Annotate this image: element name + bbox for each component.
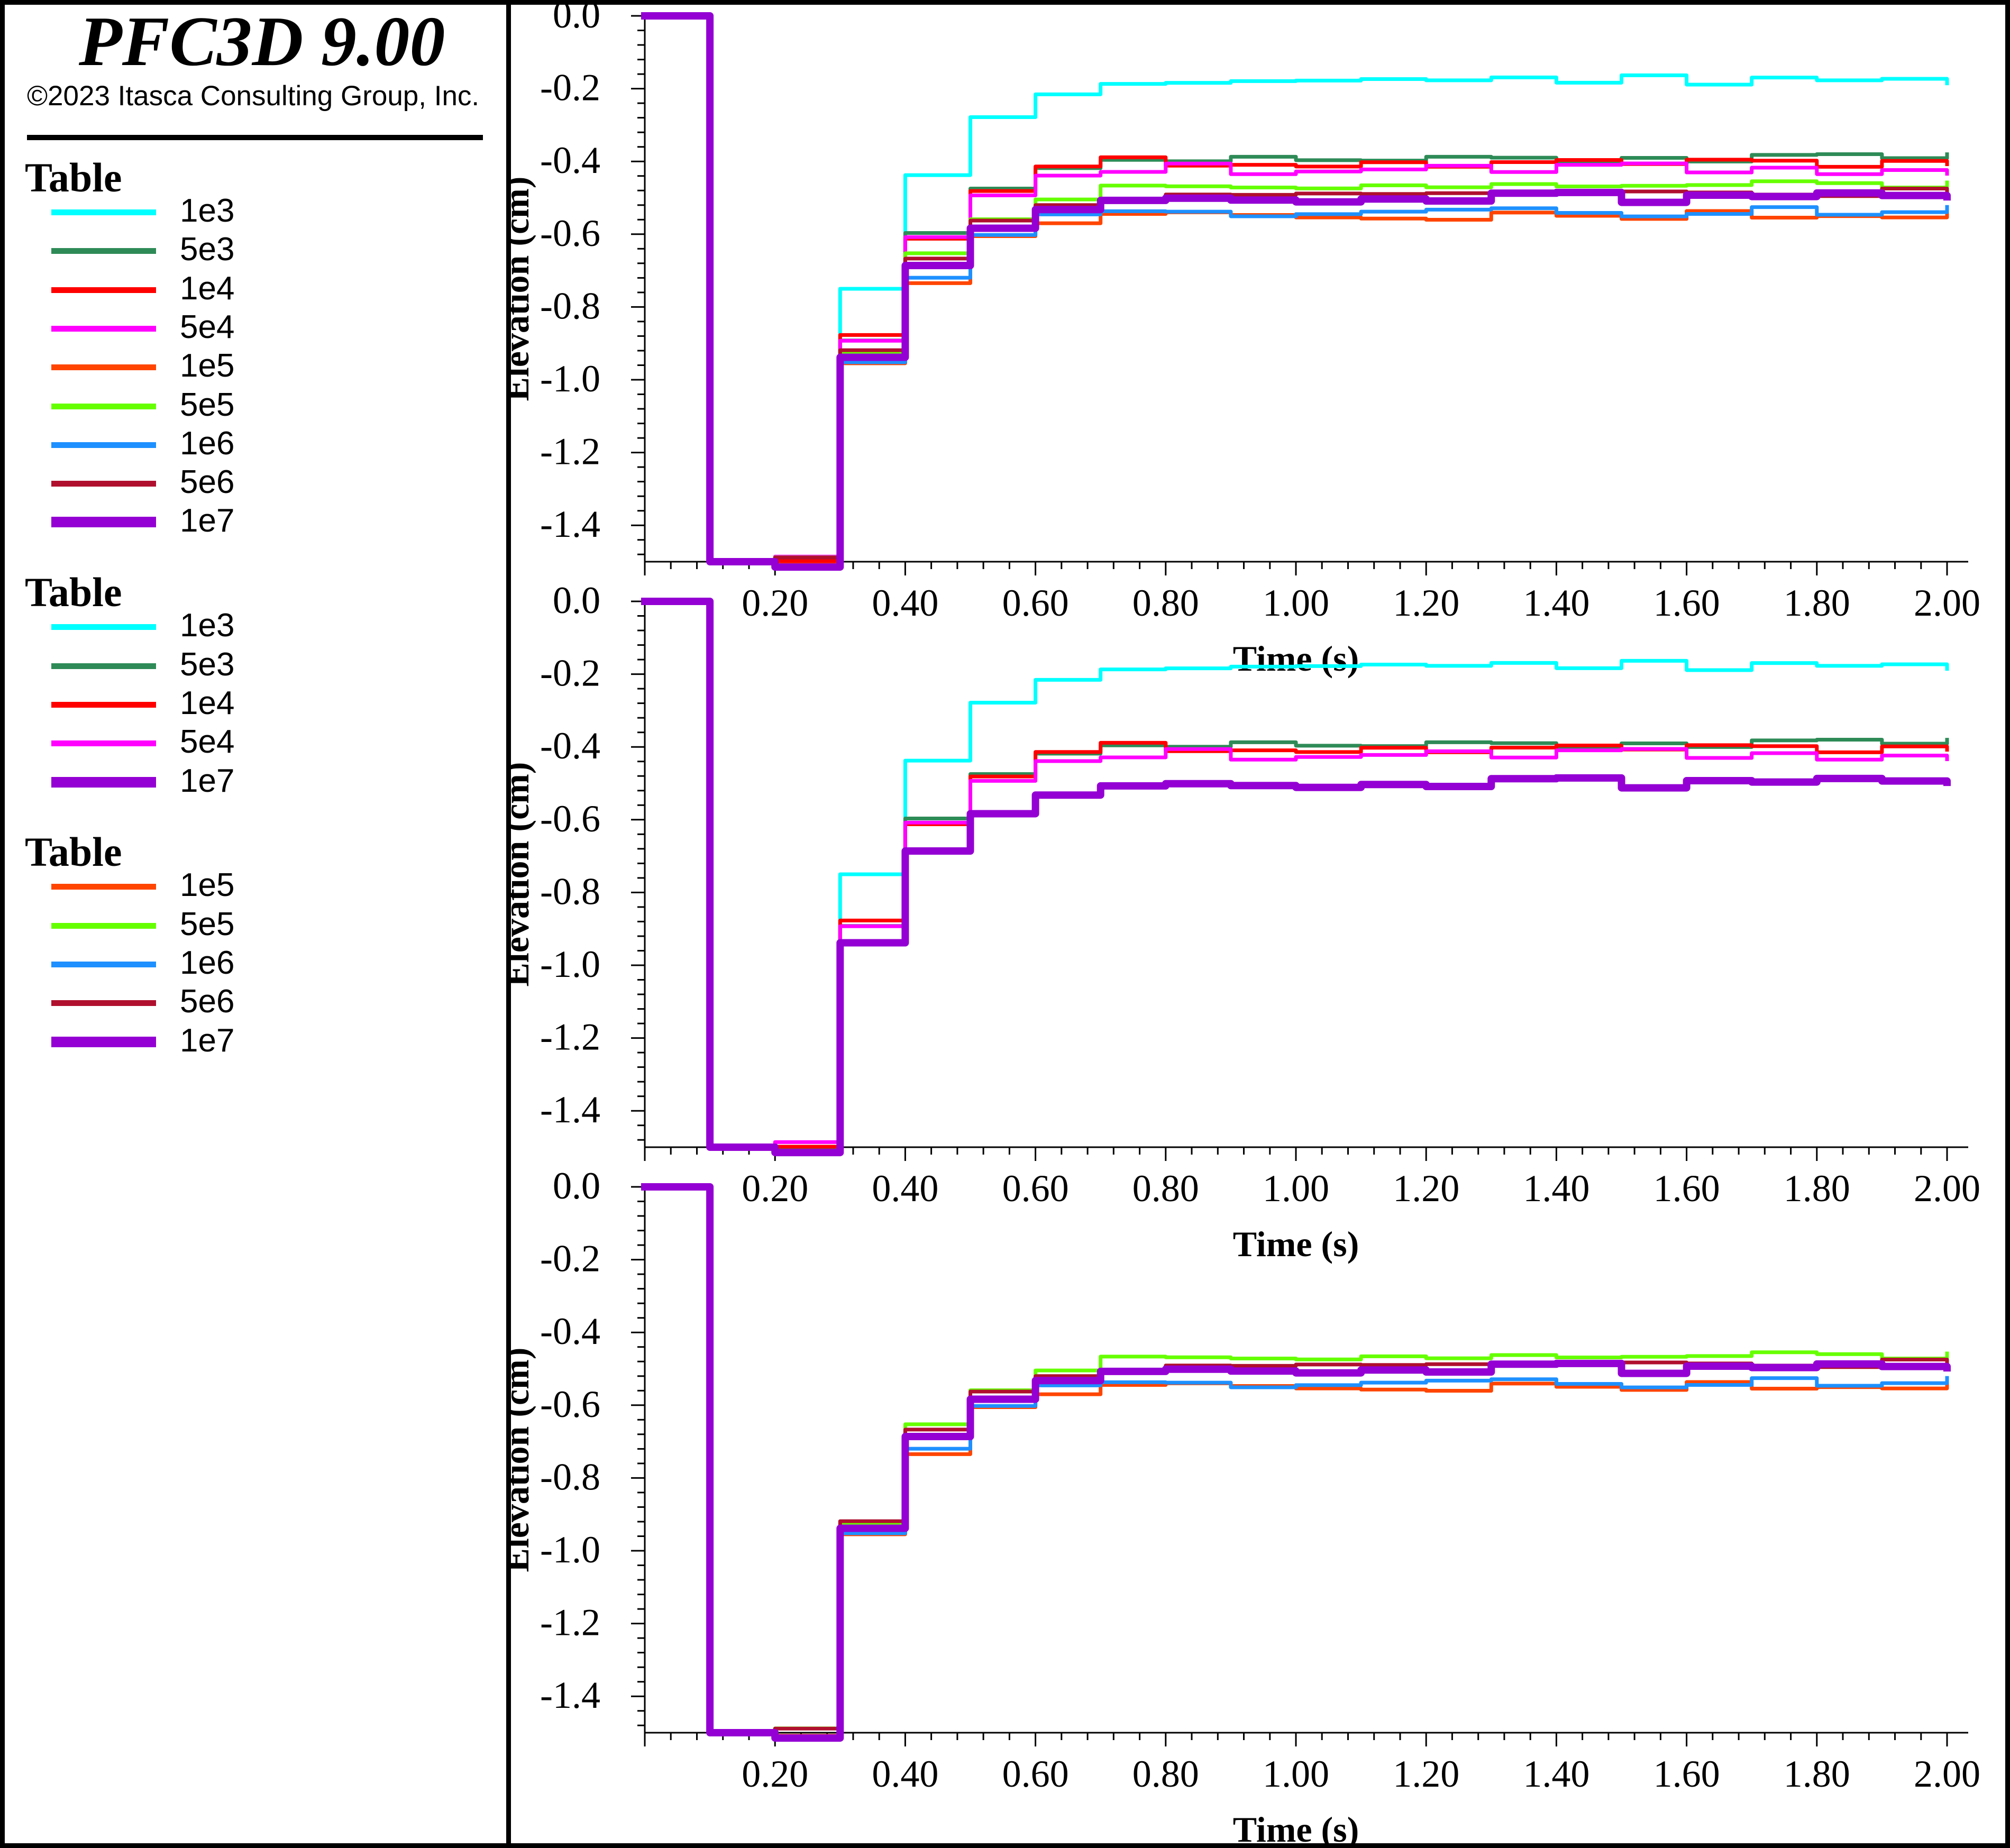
svg-text:1.40: 1.40	[1523, 1753, 1589, 1795]
svg-text:-0.2: -0.2	[540, 652, 600, 694]
svg-text:1.20: 1.20	[1393, 1753, 1459, 1795]
svg-text:-0.6: -0.6	[540, 212, 600, 254]
svg-text:-1.2: -1.2	[540, 1016, 600, 1058]
svg-text:-0.4: -0.4	[540, 139, 600, 181]
svg-text:Elevation (cm): Elevation (cm)	[511, 177, 536, 401]
svg-text:0.0: 0.0	[553, 579, 600, 621]
svg-text:0.20: 0.20	[742, 1753, 808, 1795]
svg-text:1.00: 1.00	[1263, 1753, 1329, 1795]
svg-text:1.80: 1.80	[1784, 1753, 1850, 1795]
svg-text:0.80: 0.80	[1132, 1753, 1199, 1795]
svg-text:0.0: 0.0	[553, 1165, 600, 1207]
svg-text:-0.4: -0.4	[540, 725, 600, 767]
svg-text:-0.2: -0.2	[540, 67, 600, 109]
svg-text:-0.6: -0.6	[540, 1383, 600, 1425]
svg-text:-1.4: -1.4	[540, 1674, 600, 1716]
svg-text:Elevation (cm): Elevation (cm)	[511, 762, 536, 987]
svg-text:1.60: 1.60	[1653, 1753, 1720, 1795]
svg-text:-1.0: -1.0	[540, 358, 600, 400]
svg-text:-0.8: -0.8	[540, 285, 600, 327]
svg-text:-0.2: -0.2	[540, 1238, 600, 1280]
svg-text:-1.0: -1.0	[540, 943, 600, 985]
svg-text:Elevation (cm): Elevation (cm)	[511, 1348, 536, 1572]
svg-text:0.40: 0.40	[872, 1753, 938, 1795]
svg-text:-0.8: -0.8	[540, 870, 600, 912]
svg-text:2.00: 2.00	[1914, 1753, 1980, 1795]
svg-text:-1.2: -1.2	[540, 431, 600, 473]
svg-text:Time (s): Time (s)	[1233, 1809, 1359, 1848]
svg-text:-1.4: -1.4	[540, 1088, 600, 1131]
svg-text:-0.6: -0.6	[540, 798, 600, 840]
svg-text:0.60: 0.60	[1002, 1753, 1069, 1795]
svg-text:-1.2: -1.2	[540, 1602, 600, 1644]
svg-text:-1.4: -1.4	[540, 503, 600, 545]
svg-text:-1.0: -1.0	[540, 1529, 600, 1571]
svg-text:0.0: 0.0	[553, 5, 600, 36]
svg-text:-0.8: -0.8	[540, 1456, 600, 1498]
svg-text:-0.4: -0.4	[540, 1310, 600, 1352]
